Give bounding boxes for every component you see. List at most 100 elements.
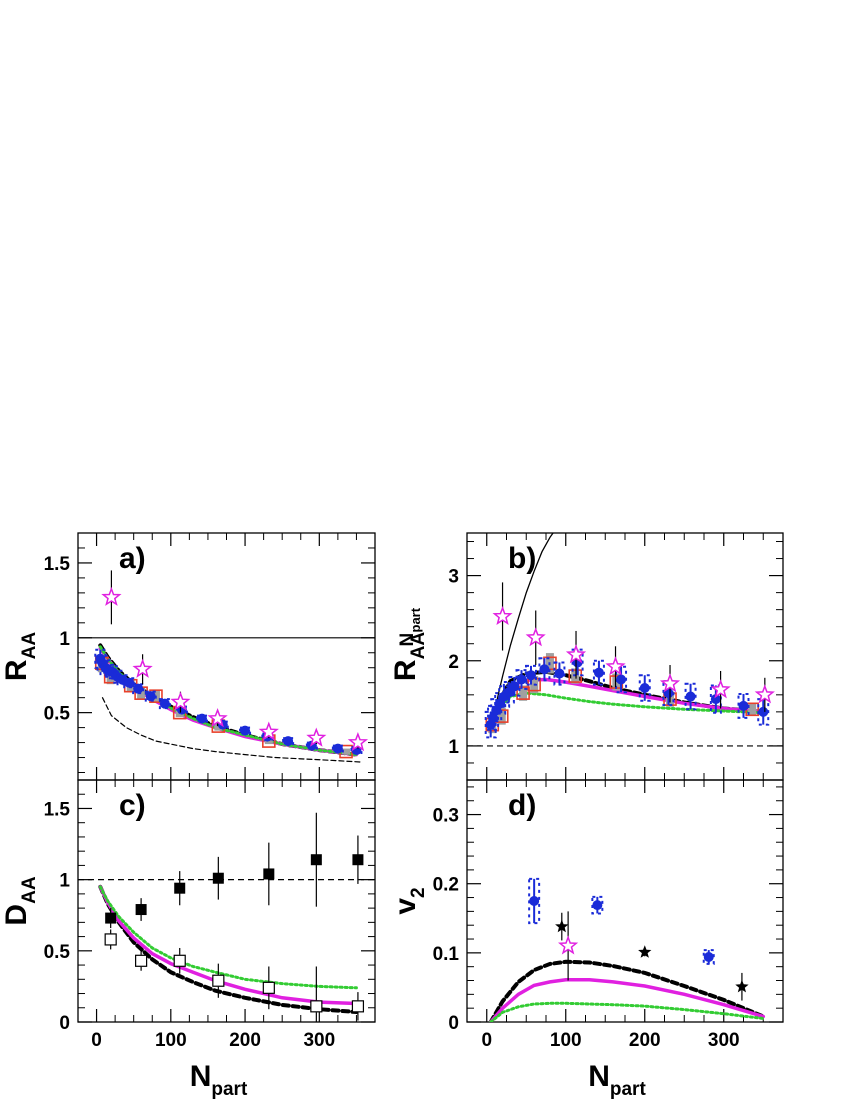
data-point [135, 954, 148, 967]
data-point [145, 691, 156, 702]
data-point [196, 713, 207, 724]
y-tick-label: 1 [448, 737, 459, 758]
series-circle-blue [528, 877, 715, 965]
plot-area [467, 533, 783, 747]
data-point [703, 952, 714, 963]
data-point [525, 627, 546, 647]
data-point [310, 854, 322, 866]
panel-c: 0 0.5 1 1.5 0 100 200 300 c) DAA Npart [0, 779, 376, 1100]
y-tick-label: 0.3 [433, 806, 459, 827]
x-axis-label-sub: part [610, 1079, 647, 1100]
y-axis-label-main: R [389, 659, 422, 681]
data-point [132, 658, 153, 678]
data-point [212, 872, 224, 884]
data-point [529, 896, 540, 906]
data-point [659, 673, 681, 693]
y-tick-label: 1 [59, 871, 70, 892]
panel-a: 0.5 1 1.5 a) RAA [0, 532, 376, 781]
data-point [306, 727, 327, 747]
data-point [263, 868, 275, 880]
data-point [605, 656, 626, 676]
data-point [539, 664, 550, 675]
systematic-box [748, 703, 757, 716]
data-point [170, 691, 191, 711]
data-point [101, 586, 122, 606]
data-point [758, 706, 769, 717]
data-point [283, 736, 294, 747]
data-point [174, 882, 186, 894]
x-axis-label-main: N [588, 1060, 610, 1093]
x-tick-label: 0 [91, 1030, 102, 1051]
y-tick-label: 0.5 [44, 942, 71, 963]
y-tick-label: 1.5 [44, 554, 71, 575]
panel-label: b) [508, 542, 536, 575]
systematic-box [519, 685, 528, 701]
data-point [347, 731, 369, 752]
x-tick-label: 200 [629, 1030, 661, 1051]
data-point [754, 684, 775, 704]
plot-area [488, 877, 766, 1022]
x-tick-label: 300 [708, 1030, 740, 1051]
data-point [639, 683, 650, 694]
panel-label: c) [119, 789, 146, 822]
data-point [685, 691, 696, 702]
data-point [593, 667, 604, 678]
y-axis-label-sub: AA [19, 876, 40, 904]
data-point [592, 900, 603, 911]
model-curve-magenta-solid [98, 885, 359, 1006]
y-tick-label: 1 [59, 629, 70, 650]
x-tick-label: 100 [155, 1030, 187, 1051]
model-curve-green-dotted [489, 1001, 765, 1022]
data-point [516, 674, 527, 685]
y-axis-label: RAA [389, 632, 429, 681]
model-curve-green-dotted [489, 691, 765, 734]
data-point [212, 974, 225, 987]
x-axis-label: Npart [588, 1060, 646, 1100]
model-curve-black-dotted-thick [488, 959, 766, 1022]
y-tick-label: 2 [448, 652, 459, 673]
plot-area [78, 812, 375, 1022]
y-tick-label: 3 [448, 567, 459, 588]
series-filled-square-black [105, 812, 364, 929]
data-point [133, 683, 144, 694]
data-point [351, 1000, 365, 1013]
y-axis-label-main: D [0, 904, 33, 926]
systematic-box [497, 707, 506, 725]
data-point [710, 679, 731, 699]
x-axis-label: Npart [190, 1060, 248, 1100]
y-tick-label: 0 [59, 1013, 70, 1034]
data-point [565, 644, 587, 664]
data-point [207, 707, 228, 728]
data-point [159, 698, 170, 709]
model-curve-green-dotted [98, 885, 358, 990]
data-point [616, 674, 627, 685]
data-point [558, 935, 579, 955]
data-point [135, 904, 147, 916]
data-point [173, 954, 186, 967]
data-point [240, 725, 251, 736]
x-axis-label-main: N [190, 1060, 212, 1093]
data-point [710, 694, 721, 705]
data-point [492, 605, 513, 625]
y-axis-label-sub: AA [19, 632, 40, 660]
data-point [638, 945, 652, 958]
plot-area [78, 570, 375, 763]
y-axis-label: v2 [389, 887, 429, 914]
series-filled-star-black [555, 912, 749, 1001]
y-axis-label-sup-sub: part [408, 607, 423, 632]
series-open-star-magenta [492, 582, 775, 712]
data-point [104, 933, 117, 946]
y-tick-label: 0.1 [433, 944, 460, 965]
data-point [555, 919, 569, 933]
model-curve-magenta-solid [488, 978, 766, 1022]
data-point [332, 743, 343, 754]
data-point [525, 670, 536, 681]
y-axis-label-main: v [389, 898, 422, 915]
y-tick-label: 0.2 [433, 875, 459, 896]
data-point [352, 854, 364, 866]
x-tick-label: 300 [303, 1030, 335, 1051]
systematic-box [106, 669, 115, 685]
panel-label: d) [508, 789, 536, 822]
